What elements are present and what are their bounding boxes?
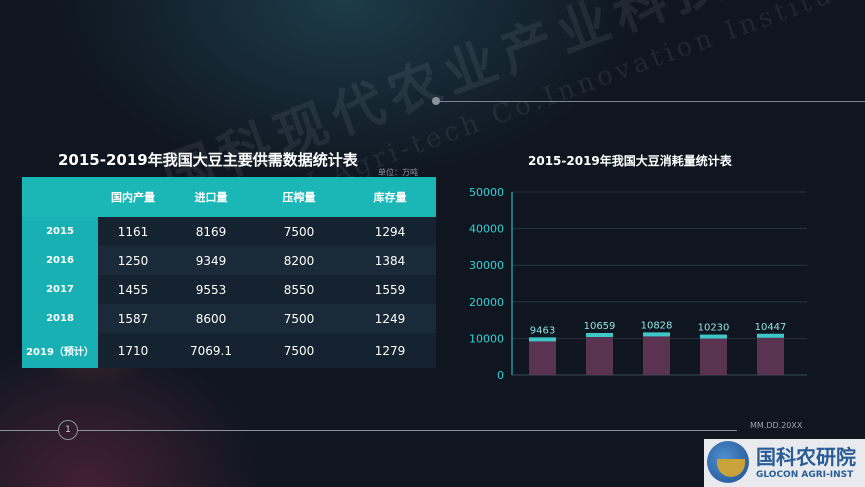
bar <box>529 340 556 375</box>
year-cell: 2017 <box>22 275 98 304</box>
bar-cap <box>757 333 784 338</box>
bottom-divider-left <box>0 430 58 431</box>
y-tick-label: 30000 <box>469 259 504 272</box>
value-cell: 1294 <box>344 217 436 246</box>
y-tick-label: 50000 <box>469 186 504 199</box>
logo-text-en: GLOCON AGRI-INST <box>756 470 854 480</box>
value-cell: 8169 <box>168 217 254 246</box>
y-tick-label: 0 <box>497 369 504 382</box>
supply-demand-table: 国内产量 进口量 压榨量 库存量 2015 1161 8169 7500 129… <box>22 177 436 368</box>
bar-cap <box>586 332 613 337</box>
bar <box>586 335 613 375</box>
page-number: 1 <box>58 420 78 440</box>
value-cell: 1559 <box>344 275 436 304</box>
value-cell: 1587 <box>98 304 168 333</box>
value-cell: 8200 <box>254 246 344 275</box>
data-label: 9463 <box>530 325 555 336</box>
table-row: 2016 1250 9349 8200 1384 <box>22 246 436 275</box>
bar-cap <box>529 337 556 342</box>
value-cell: 1455 <box>98 275 168 304</box>
value-cell: 1710 <box>98 333 168 368</box>
header-corner <box>22 177 98 217</box>
bar <box>643 335 670 375</box>
y-tick-label: 20000 <box>469 296 504 309</box>
header-domestic-output: 国内产量 <box>98 177 168 217</box>
value-cell: 7500 <box>254 304 344 333</box>
table-row: 2019（预计） 1710 7069.1 7500 1279 <box>22 333 436 368</box>
value-cell: 7069.1 <box>168 333 254 368</box>
bar-cap <box>643 332 670 337</box>
value-cell: 9553 <box>168 275 254 304</box>
logo-text-cn: 国科农研院 <box>756 445 856 469</box>
bottom-divider-right <box>77 430 737 431</box>
institute-logo: 国科农研院 GLOCON AGRI-INST <box>704 439 865 487</box>
top-divider <box>436 101 865 102</box>
year-cell: 2016 <box>22 246 98 275</box>
value-cell: 1279 <box>344 333 436 368</box>
header-stock: 库存量 <box>344 177 436 217</box>
logo-emblem-grain <box>717 459 745 477</box>
year-cell: 2015 <box>22 217 98 246</box>
y-tick-label: 40000 <box>469 223 504 236</box>
value-cell: 7500 <box>254 217 344 246</box>
table-title: 2015-2019年我国大豆主要供需数据统计表 <box>58 151 358 169</box>
y-tick-label: 10000 <box>469 332 504 345</box>
header-import: 进口量 <box>168 177 254 217</box>
chart-title: 2015-2019年我国大豆消耗量统计表 <box>528 154 732 168</box>
value-cell: 1250 <box>98 246 168 275</box>
value-cell: 9349 <box>168 246 254 275</box>
data-label: 10828 <box>641 320 673 331</box>
value-cell: 8600 <box>168 304 254 333</box>
top-divider-dot <box>432 97 440 105</box>
value-cell: 1249 <box>344 304 436 333</box>
bar <box>700 337 727 375</box>
logo-emblem-icon <box>707 441 749 483</box>
bar-cap <box>700 334 727 339</box>
year-cell: 2018 <box>22 304 98 333</box>
value-cell: 1384 <box>344 246 436 275</box>
data-label: 10230 <box>698 323 730 334</box>
table-header-row: 国内产量 进口量 压榨量 库存量 <box>22 177 436 217</box>
data-label: 10447 <box>755 322 787 333</box>
table-row: 2018 1587 8600 7500 1249 <box>22 304 436 333</box>
header-crush: 压榨量 <box>254 177 344 217</box>
bar <box>757 336 784 375</box>
value-cell: 7500 <box>254 333 344 368</box>
date-label: MM.DD.20XX <box>750 421 803 430</box>
consumption-bar-chart: 0 10000 20000 30000 40000 50000 9463 10659 10828… <box>469 186 807 382</box>
data-label: 10659 <box>584 321 616 332</box>
value-cell: 1161 <box>98 217 168 246</box>
value-cell: 8550 <box>254 275 344 304</box>
table-row: 2017 1455 9553 8550 1559 <box>22 275 436 304</box>
unit-label: 单位：万吨 <box>378 168 418 177</box>
year-cell: 2019（预计） <box>22 333 98 368</box>
table-row: 2015 1161 8169 7500 1294 <box>22 217 436 246</box>
